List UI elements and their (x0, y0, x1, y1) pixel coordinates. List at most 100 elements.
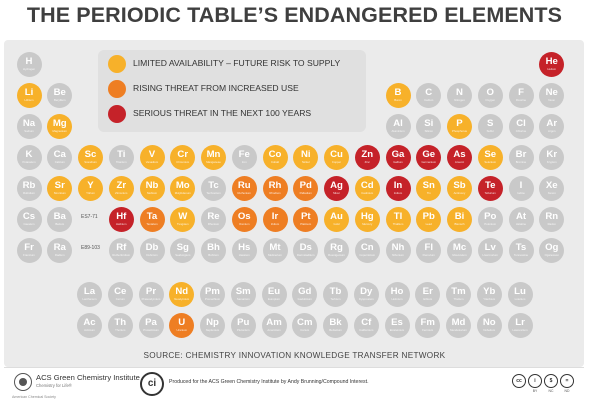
compound-interest-logo-icon: ci (140, 372, 164, 396)
element-symbol: Bi (454, 211, 465, 222)
element-symbol: Rb (22, 180, 36, 191)
element-symbol: Rn (545, 211, 559, 222)
element-symbol: N (456, 87, 463, 98)
element-sm: Sm Samarium (230, 282, 256, 307)
element-symbol: Cn (360, 242, 374, 253)
element-name: Neodymium (174, 297, 190, 301)
element-symbol: Nh (391, 242, 405, 253)
element-symbol: Zn (361, 149, 374, 160)
element-name: Tellurium (484, 191, 496, 195)
element-db: Db Dubnium (139, 238, 165, 263)
element-po: Po Polonium (477, 207, 503, 232)
element-cl: Cl Chlorine (508, 114, 534, 139)
element-ho: Ho Holmium (384, 282, 410, 307)
legend-label: RISING THREAT FROM INCREASED USE (133, 83, 299, 93)
element-symbol: Sr (54, 180, 65, 191)
element-symbol: Ni (300, 149, 311, 160)
element-mn: Mn Manganese (201, 145, 226, 170)
element-name: Zinc (364, 160, 370, 164)
element-symbol: Am (266, 317, 282, 328)
element-name: Dubnium (146, 253, 158, 257)
element-symbol: No (482, 317, 496, 328)
element-name: Francium (23, 253, 35, 257)
element-ds: Ds Darmstadtium (293, 238, 319, 263)
element-symbol: Ru (237, 180, 251, 191)
footer (4, 367, 584, 403)
element-name: Seaborgium (175, 253, 191, 257)
element-symbol: Li (24, 87, 34, 98)
element-symbol: Fe (238, 149, 250, 160)
element-cd: Cd Cadmium (354, 176, 380, 201)
element-name: Chlorine (515, 129, 527, 133)
element-name: Magnesium (52, 129, 67, 133)
element-symbol: Er (422, 286, 433, 297)
element-at: At Astatine (508, 207, 534, 232)
element-name: Cerium (115, 297, 125, 301)
element-cr: Cr Chromium (170, 145, 196, 170)
element-dy: Dy Dysprosium (353, 282, 379, 307)
acs-subtitle: Chemistry for Life® (36, 383, 72, 388)
element-sb: Sb Antimony (447, 176, 472, 201)
element-name: Flerovium (422, 253, 435, 257)
element-os: Os Osmium (231, 207, 257, 232)
element-symbol: F (518, 87, 524, 98)
element-symbol: Mn (206, 149, 221, 160)
element-symbol: W (178, 211, 188, 222)
element-symbol: Xe (545, 180, 558, 191)
element-symbol: Bk (329, 317, 342, 328)
element-name: Sulfur (486, 129, 494, 133)
element-ra: Ra Radium (47, 238, 73, 263)
element-name: Einsteinium (389, 328, 405, 332)
element-symbol: At (515, 211, 527, 222)
element-ni: Ni Nickel (293, 145, 319, 170)
element-symbol: Ag (330, 180, 343, 191)
element-symbol: Dy (360, 286, 373, 297)
element-cf: Cf Californium (353, 313, 379, 338)
element-al: Al Aluminium (385, 114, 411, 139)
element-symbol: Db (145, 242, 159, 253)
element-name: Nobelium (483, 328, 496, 332)
element-symbol: Cr (177, 149, 189, 160)
element-name: Iridium (270, 222, 280, 226)
element-cs: Cs Caesium (16, 207, 42, 232)
element-symbol: In (393, 180, 403, 191)
element-name: Copernicium (359, 253, 376, 257)
element-symbol: Cm (297, 317, 313, 328)
element-b: B Boron (385, 83, 411, 108)
element-name: Protactinium (143, 328, 159, 332)
element-re: Re Rhenium (201, 207, 226, 232)
element-name: Fluorine (515, 98, 527, 102)
element-u: U Uranium (169, 313, 195, 338)
element-symbol: Tb (329, 286, 342, 297)
element-symbol: V (148, 149, 156, 160)
element-name: Chromium (176, 160, 190, 164)
element-symbol: Md (451, 317, 466, 328)
lanthanide-range-label: ES7-71 (81, 214, 98, 220)
element-name: Germanium (421, 160, 437, 164)
element-pu: Pu Plutonium (230, 313, 256, 338)
element-name: Mercury (362, 222, 373, 226)
element-ti: Ti Titanium (108, 145, 134, 170)
element-name: Thorium (115, 328, 126, 332)
element-name: Oganesson (544, 253, 559, 257)
element-symbol: Cs (22, 211, 36, 222)
element-symbol: Sb (453, 180, 466, 191)
element-in: In Indium (385, 176, 411, 201)
element-fe: Fe Iron (231, 145, 257, 170)
element-name: Polonium (484, 222, 497, 226)
element-symbol: As (453, 149, 466, 160)
element-name: Sodium (24, 129, 34, 133)
element-name: Boron (394, 98, 402, 102)
element-rb: Rb Rubidium (16, 176, 42, 201)
element-name: Curium (300, 328, 310, 332)
element-ca: Ca Calcium (47, 145, 73, 170)
element-name: Zirconium (115, 191, 128, 195)
element-symbol: Rf (116, 242, 127, 253)
element-name: Krypton (546, 160, 557, 164)
element-symbol: Ts (515, 242, 527, 253)
element-name: Uranium (176, 328, 188, 332)
actinide-range-label: E89-103 (81, 245, 100, 251)
element-symbol: Nd (175, 286, 189, 297)
element-name: Strontium (53, 191, 66, 195)
